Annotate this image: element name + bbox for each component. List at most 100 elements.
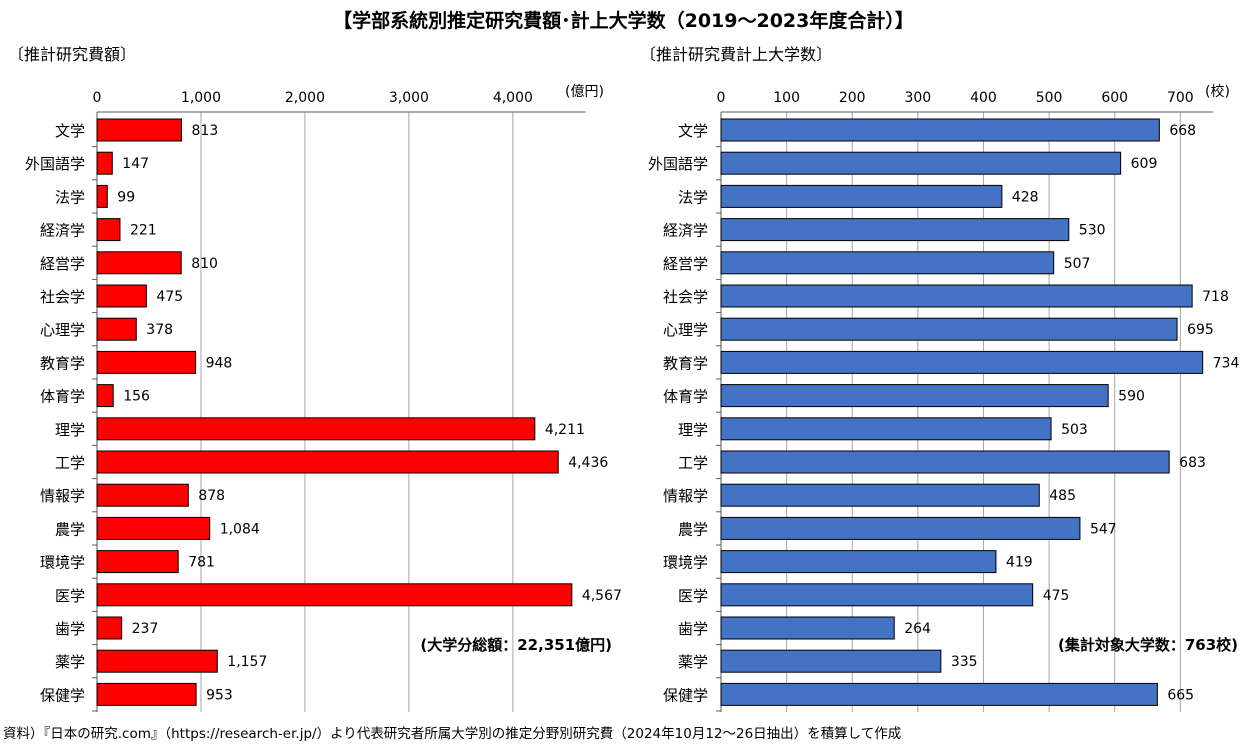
univ-category-label: 経営学	[663, 255, 708, 273]
expense-bar	[96, 317, 137, 341]
expense-category-label: 経営学	[40, 255, 85, 273]
univ-total-note: (集計対象大学数：763校)	[1058, 636, 1238, 654]
expense-bar	[96, 550, 179, 574]
univ-category-label: 農学	[678, 520, 708, 538]
univ-category-label: 薬学	[678, 653, 708, 671]
expense-category-label: 環境学	[40, 554, 85, 572]
univ-value-label: 718	[1202, 289, 1229, 305]
expense-value-label: 813	[192, 123, 219, 139]
expense-value-label: 378	[146, 322, 173, 338]
expense-bar	[96, 284, 147, 308]
expense-bar	[96, 682, 197, 706]
expense-bar	[96, 616, 123, 640]
expense-value-label: 810	[191, 256, 218, 272]
expense-panel-title: 〔推計研究費額〕	[8, 45, 136, 64]
univ-category-label: 社会学	[663, 288, 708, 306]
expense-value-label: 221	[130, 223, 157, 239]
expense-value-label: 4,567	[582, 588, 622, 604]
univ-value-label: 264	[904, 621, 931, 637]
univ-bar	[720, 483, 1040, 507]
univ-category-label: 心理学	[663, 321, 708, 339]
expense-bar	[96, 483, 189, 507]
univ-category-label: 歯学	[678, 620, 708, 638]
expense-value-label: 237	[132, 621, 159, 637]
expense-category-label: 薬学	[55, 653, 85, 671]
univ-value-label: 695	[1187, 322, 1214, 338]
univ-value-label: 609	[1131, 156, 1158, 172]
univ-bar	[720, 151, 1122, 175]
univ-bar	[720, 350, 1204, 374]
univ-value-label: 668	[1169, 123, 1196, 139]
expense-value-label: 948	[206, 355, 233, 371]
univ-category-label: 外国語学	[648, 155, 708, 173]
univ-bar	[720, 450, 1170, 474]
expense-category-label: 教育学	[40, 354, 85, 372]
expense-value-label: 781	[188, 555, 215, 571]
univ-unit-label: (校)	[1205, 83, 1230, 100]
univ-category-label: 情報学	[663, 487, 708, 505]
univ-tick-label: 300	[904, 90, 931, 106]
univ-category-label: 理学	[678, 421, 708, 439]
univ-category-label: 医学	[678, 587, 708, 605]
univ-bar	[720, 251, 1055, 275]
expense-value-label: 147	[122, 156, 149, 172]
expense-category-label: 理学	[55, 421, 85, 439]
expense-tick-label: 3,000	[389, 90, 429, 106]
expense-bar	[96, 417, 536, 441]
univ-bar	[720, 417, 1052, 441]
univ-category-label: 環境学	[663, 554, 708, 572]
univ-category-label: 法学	[678, 188, 708, 206]
expense-value-label: 99	[117, 189, 135, 205]
expense-category-label: 文学	[55, 122, 85, 140]
univ-value-label: 475	[1043, 588, 1070, 604]
univ-category-label: 経済学	[663, 222, 708, 240]
expense-bar	[96, 184, 108, 208]
expense-category-label: 歯学	[55, 620, 85, 638]
univ-category-label: 教育学	[663, 354, 708, 372]
expense-category-label: 社会学	[40, 288, 85, 306]
expense-bar	[96, 218, 121, 242]
chart-title: 【学部系統別推定研究費額･計上大学数（2019～2023年度合計）】	[333, 10, 914, 32]
expense-value-label: 4,436	[568, 455, 608, 471]
univ-value-label: 507	[1064, 256, 1091, 272]
univ-value-label: 503	[1061, 422, 1088, 438]
univ-value-label: 734	[1213, 355, 1240, 371]
expense-value-label: 1,084	[220, 521, 260, 537]
univ-bar	[720, 682, 1158, 706]
univ-tick-label: 500	[1036, 90, 1063, 106]
expense-bar	[96, 649, 218, 673]
univ-tick-label: 600	[1101, 90, 1128, 106]
source-footnote: 資料）『日本の研究.com』（https://research-er.jp/）よ…	[3, 726, 902, 742]
univ-value-label: 665	[1167, 687, 1194, 703]
expense-tick-label: 0	[93, 90, 102, 106]
univ-category-label: 体育学	[663, 388, 708, 406]
expense-category-label: 情報学	[40, 487, 85, 505]
expense-category-label: 農学	[55, 520, 85, 538]
expense-category-label: 保健学	[40, 686, 85, 704]
expense-category-label: 外国語学	[25, 155, 85, 173]
expense-tick-label: 1,000	[181, 90, 221, 106]
expense-value-label: 878	[198, 488, 225, 504]
expense-bar	[96, 384, 114, 408]
univ-tick-label: 200	[839, 90, 866, 106]
univ-bar	[720, 384, 1109, 408]
expense-bar	[96, 583, 573, 607]
univ-bar	[720, 649, 942, 673]
expense-category-label: 経済学	[40, 222, 85, 240]
expense-category-label: 工学	[55, 454, 85, 472]
expense-value-label: 4,211	[545, 422, 585, 438]
expense-total-note: (大学分総額：22,351億円)	[420, 636, 612, 654]
univ-bar	[720, 616, 895, 640]
expense-bar	[96, 151, 113, 175]
expense-category-label: 医学	[55, 587, 85, 605]
univ-tick-label: 400	[970, 90, 997, 106]
univ-bar	[720, 184, 1003, 208]
expense-category-label: 心理学	[40, 321, 85, 339]
univ-value-label: 485	[1049, 488, 1076, 504]
univ-bar	[720, 317, 1178, 341]
univ-category-label: 工学	[678, 454, 708, 472]
expense-tick-label: 2,000	[285, 90, 325, 106]
univ-value-label: 683	[1179, 455, 1206, 471]
univ-category-label: 保健学	[663, 686, 708, 704]
